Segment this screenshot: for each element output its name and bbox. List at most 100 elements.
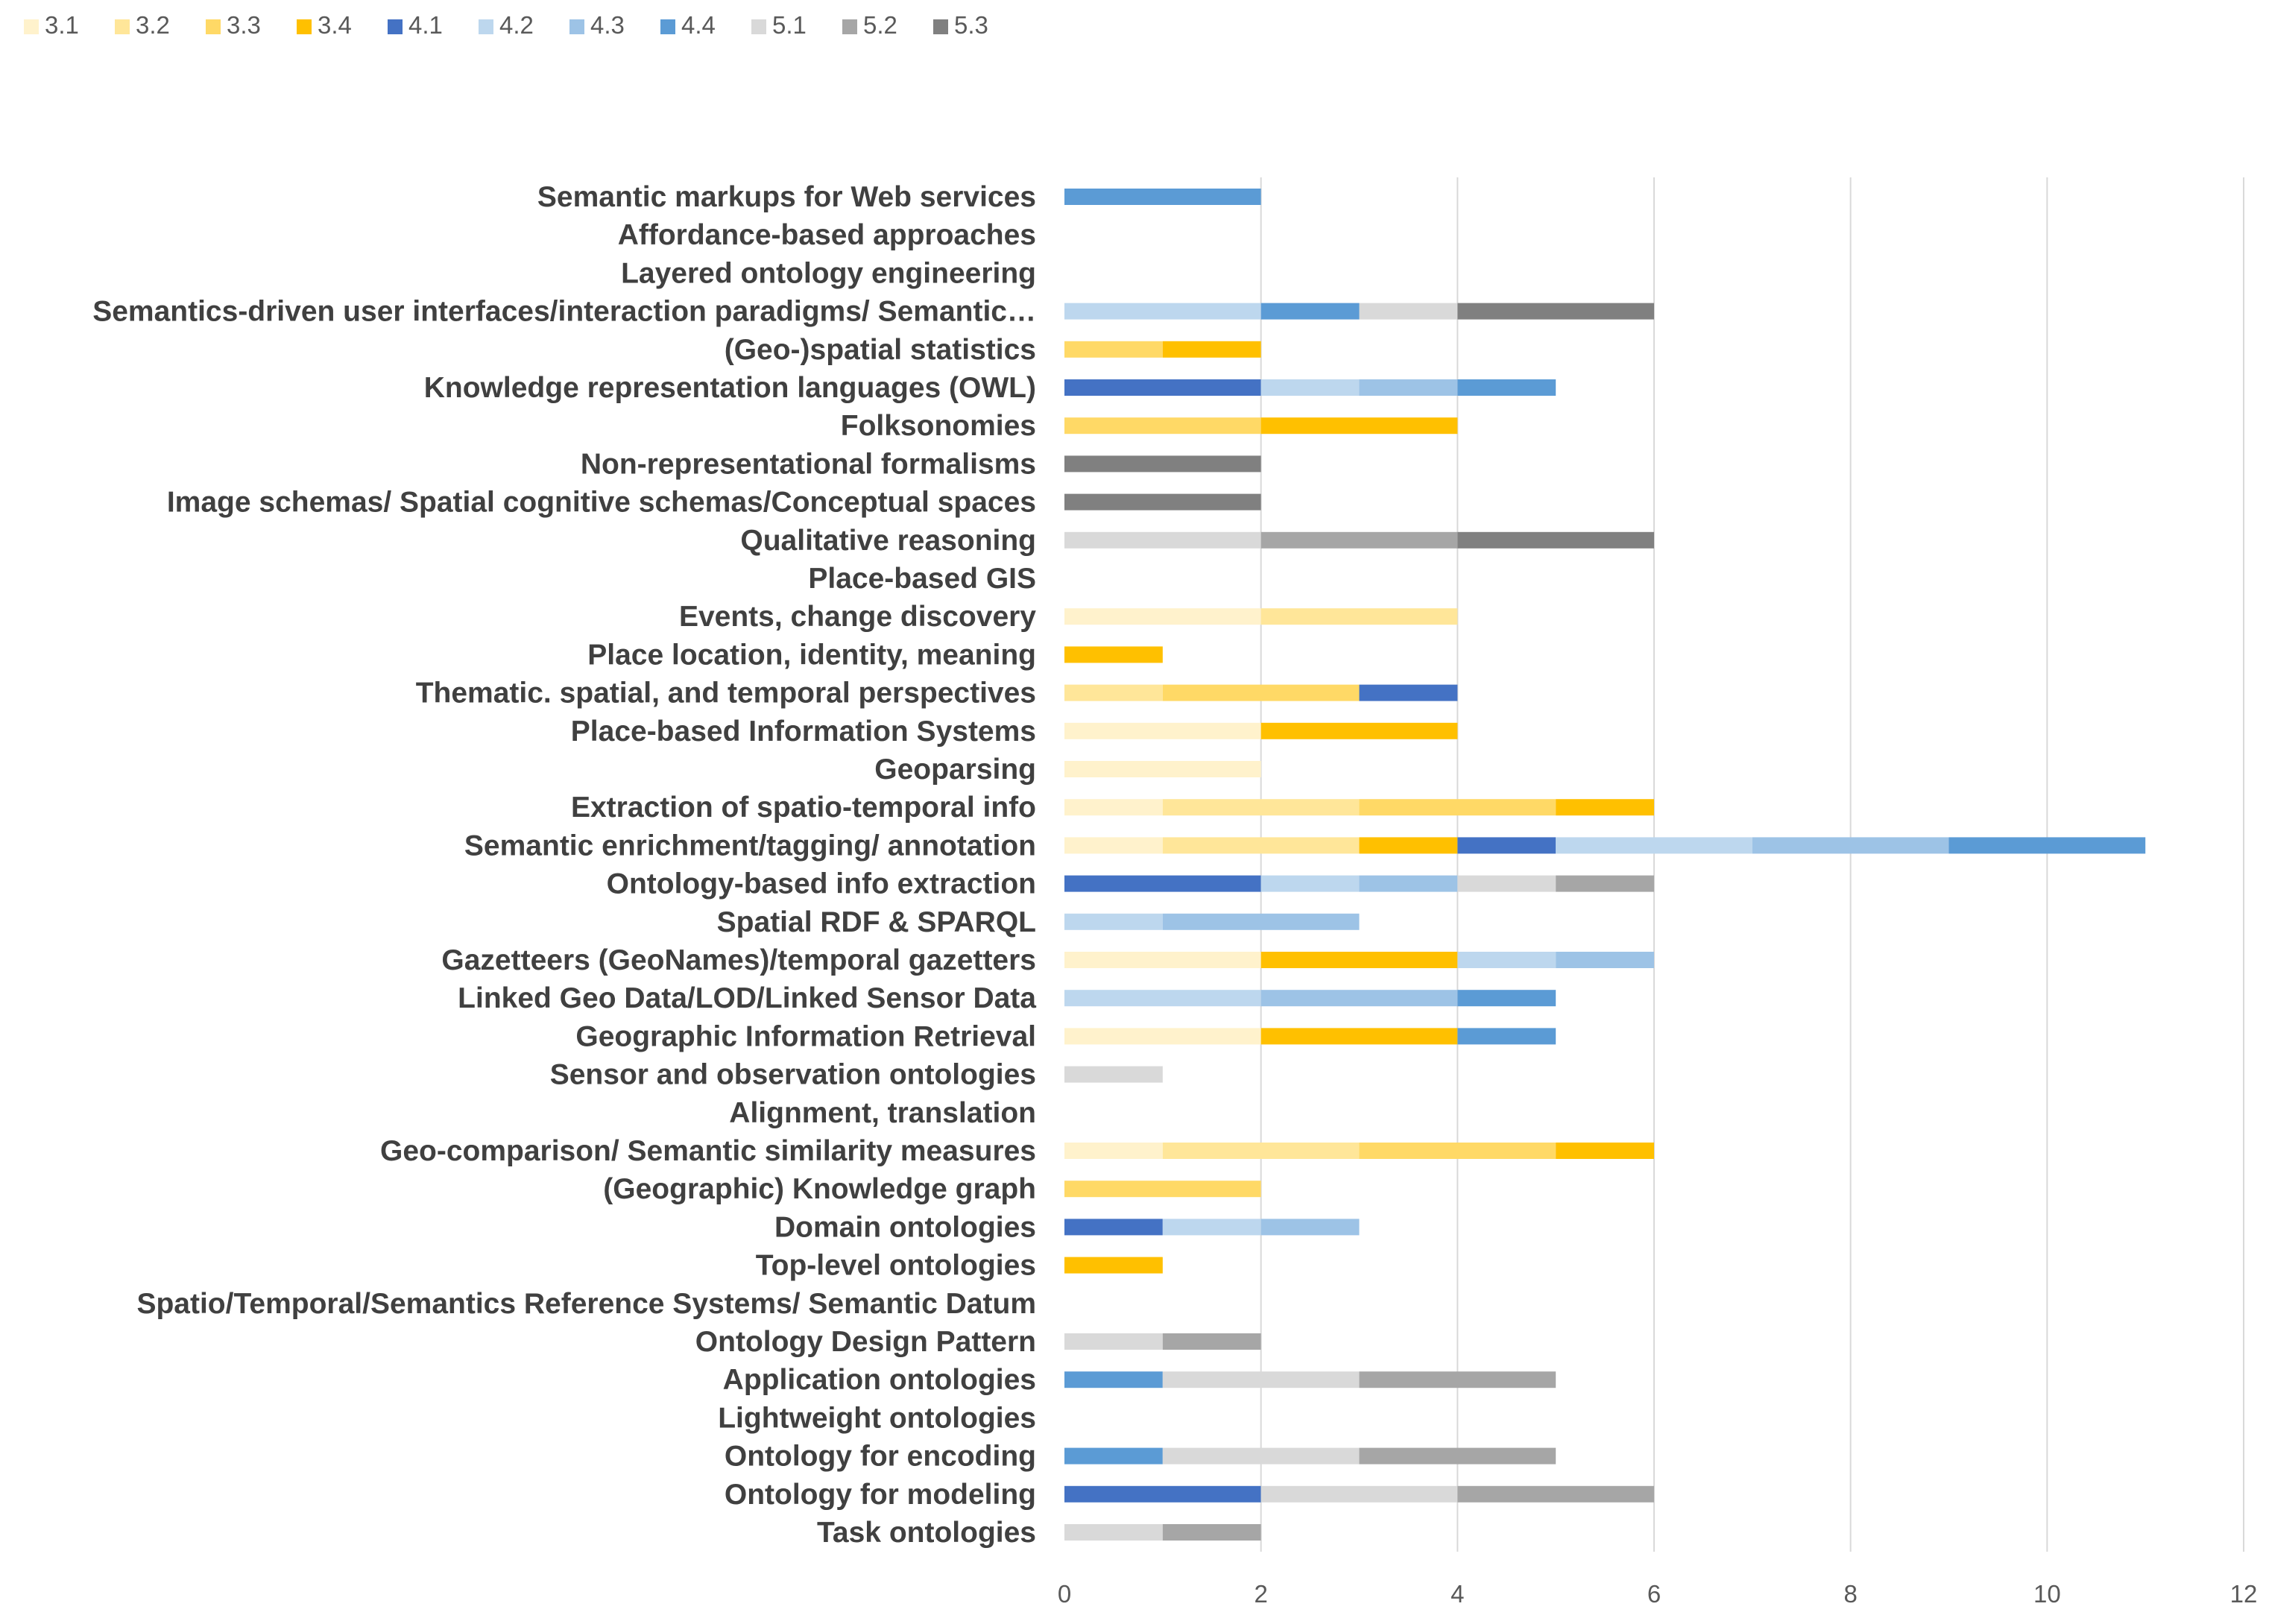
bar-segment-4-3 xyxy=(1260,1219,1360,1236)
category-label: Top-level ontologies xyxy=(756,1250,1036,1282)
bar-segment-3-3 xyxy=(1064,1181,1261,1198)
category-label: Events, change discovery xyxy=(679,601,1036,633)
category-label: Layered ontology engineering xyxy=(621,257,1036,289)
legend-swatch xyxy=(660,19,675,34)
category-label: (Geo-)spatial statistics xyxy=(725,334,1036,366)
bar-segment-5-2 xyxy=(1359,1447,1556,1465)
category-label: Ontology-based info extraction xyxy=(607,868,1036,900)
bar-segment-3-2 xyxy=(1162,837,1360,854)
legend-swatch xyxy=(933,19,948,34)
bar-segment-3-4 xyxy=(1556,799,1654,816)
bar-segment-5-2 xyxy=(1359,1371,1556,1388)
bar-segment-3-2 xyxy=(1162,799,1360,816)
category-label: Geoparsing xyxy=(874,753,1036,786)
bar-segment-3-1 xyxy=(1064,1028,1261,1045)
category-label: Semantic markups for Web services xyxy=(537,181,1036,213)
bars xyxy=(1064,189,2146,1541)
bar-segment-5-1 xyxy=(1064,1066,1163,1083)
category-label: Lightweight ontologies xyxy=(718,1402,1036,1434)
bar-segment-5-1 xyxy=(1064,531,1261,549)
bar-segment-3-1 xyxy=(1064,952,1261,968)
category-label: Image schemas/ Spatial cognitive schemas… xyxy=(167,487,1036,519)
bar-segment-4-4 xyxy=(1457,990,1556,1007)
bar-segment-5-3 xyxy=(1457,303,1654,320)
bar-segment-3-4 xyxy=(1064,1257,1163,1274)
bar-segment-3-4 xyxy=(1064,646,1163,663)
bar-segment-4-1 xyxy=(1064,1485,1261,1503)
legend-label: 4.1 xyxy=(408,11,443,39)
category-label: Geographic Information Retrieval xyxy=(575,1020,1036,1052)
bar-segment-4-2 xyxy=(1457,952,1556,968)
category-label: Domain ontologies xyxy=(774,1211,1036,1243)
bar-segment-4-1 xyxy=(1064,379,1261,396)
category-label: Spatio/Temporal/Semantics Reference Syst… xyxy=(136,1288,1036,1320)
bar-segment-3-3 xyxy=(1162,684,1360,701)
bar-segment-5-1 xyxy=(1260,1485,1458,1503)
bar-segment-3-3 xyxy=(1064,341,1163,358)
bar-segment-3-4 xyxy=(1162,341,1261,358)
bar-segment-4-3 xyxy=(1162,913,1360,930)
x-tick-label: 4 xyxy=(1451,1580,1464,1608)
bar-segment-4-4 xyxy=(1457,1028,1556,1045)
legend-label: 3.4 xyxy=(318,11,352,39)
category-label: Spatial RDF & SPARQL xyxy=(717,906,1036,938)
bar-segment-4-4 xyxy=(1457,379,1556,396)
category-label: Qualitative reasoning xyxy=(740,525,1036,557)
bar-segment-3-4 xyxy=(1260,722,1458,739)
category-label: Alignment, translation xyxy=(729,1097,1036,1129)
category-label: Place-based GIS xyxy=(808,563,1036,595)
bar-segment-3-1 xyxy=(1064,722,1261,739)
x-tick-label: 12 xyxy=(2230,1580,2258,1608)
legend-swatch xyxy=(842,19,857,34)
bar-segment-5-1 xyxy=(1162,1371,1360,1388)
bar-segment-3-4 xyxy=(1260,1028,1458,1045)
legend-swatch xyxy=(206,19,221,34)
bar-segment-5-3 xyxy=(1064,455,1261,473)
category-label: Semantics-driven user interfaces/interac… xyxy=(92,296,1036,328)
category-label: Thematic. spatial, and temporal perspect… xyxy=(416,677,1036,710)
legend-label: 3.3 xyxy=(227,11,261,39)
bar-segment-5-2 xyxy=(1162,1524,1261,1541)
bar-segment-4-2 xyxy=(1064,990,1261,1007)
legend-label: 4.2 xyxy=(499,11,534,39)
bar-segment-4-2 xyxy=(1064,913,1163,930)
category-label: Place location, identity, meaning xyxy=(587,639,1036,671)
legend-swatch xyxy=(24,19,39,34)
category-label: Non-representational formalisms xyxy=(581,448,1036,480)
bar-segment-3-1 xyxy=(1064,1143,1163,1159)
category-label: Extraction of spatio-temporal info xyxy=(571,792,1036,824)
bar-segment-5-2 xyxy=(1556,875,1654,892)
category-label: (Geographic) Knowledge graph xyxy=(603,1173,1036,1205)
bar-segment-3-4 xyxy=(1260,952,1458,968)
x-tick-label: 6 xyxy=(1647,1580,1661,1608)
category-label: Ontology for encoding xyxy=(725,1441,1036,1473)
bar-segment-3-4 xyxy=(1556,1143,1654,1159)
bar-segment-4-4 xyxy=(1948,837,2146,854)
legend-label: 3.1 xyxy=(45,11,79,39)
bar-segment-4-4 xyxy=(1260,303,1360,320)
bar-segment-4-1 xyxy=(1064,875,1261,892)
bar-segment-5-1 xyxy=(1064,1333,1163,1350)
legend-swatch xyxy=(569,19,584,34)
bar-segment-3-2 xyxy=(1260,608,1458,625)
x-tick-label: 0 xyxy=(1058,1580,1071,1608)
legend-swatch xyxy=(751,19,766,34)
bar-segment-5-3 xyxy=(1457,531,1654,549)
bar-segment-3-2 xyxy=(1064,684,1163,701)
bar-segment-3-3 xyxy=(1359,799,1556,816)
bar-segment-3-3 xyxy=(1064,417,1261,435)
bar-segment-4-2 xyxy=(1260,379,1360,396)
category-label: Ontology Design Pattern xyxy=(695,1326,1036,1358)
legend-label: 5.1 xyxy=(772,11,807,39)
category-label: Semantic enrichment/tagging/ annotation xyxy=(464,830,1036,862)
legend-label: 5.2 xyxy=(863,11,897,39)
bar-segment-4-3 xyxy=(1752,837,1949,854)
category-label: Place-based Information Systems xyxy=(571,715,1036,748)
bar-segment-4-2 xyxy=(1260,875,1360,892)
category-label: Affordance-based approaches xyxy=(618,219,1036,251)
category-label: Sensor and observation ontologies xyxy=(550,1059,1036,1091)
category-label: Linked Geo Data/LOD/Linked Sensor Data xyxy=(458,982,1036,1014)
legend: 3.1 3.2 3.3 3.4 4.1 4.2 4.3 4.4 5.1 5.2 5.3 xyxy=(24,11,988,39)
category-label: Knowledge representation languages (OWL) xyxy=(424,372,1036,404)
